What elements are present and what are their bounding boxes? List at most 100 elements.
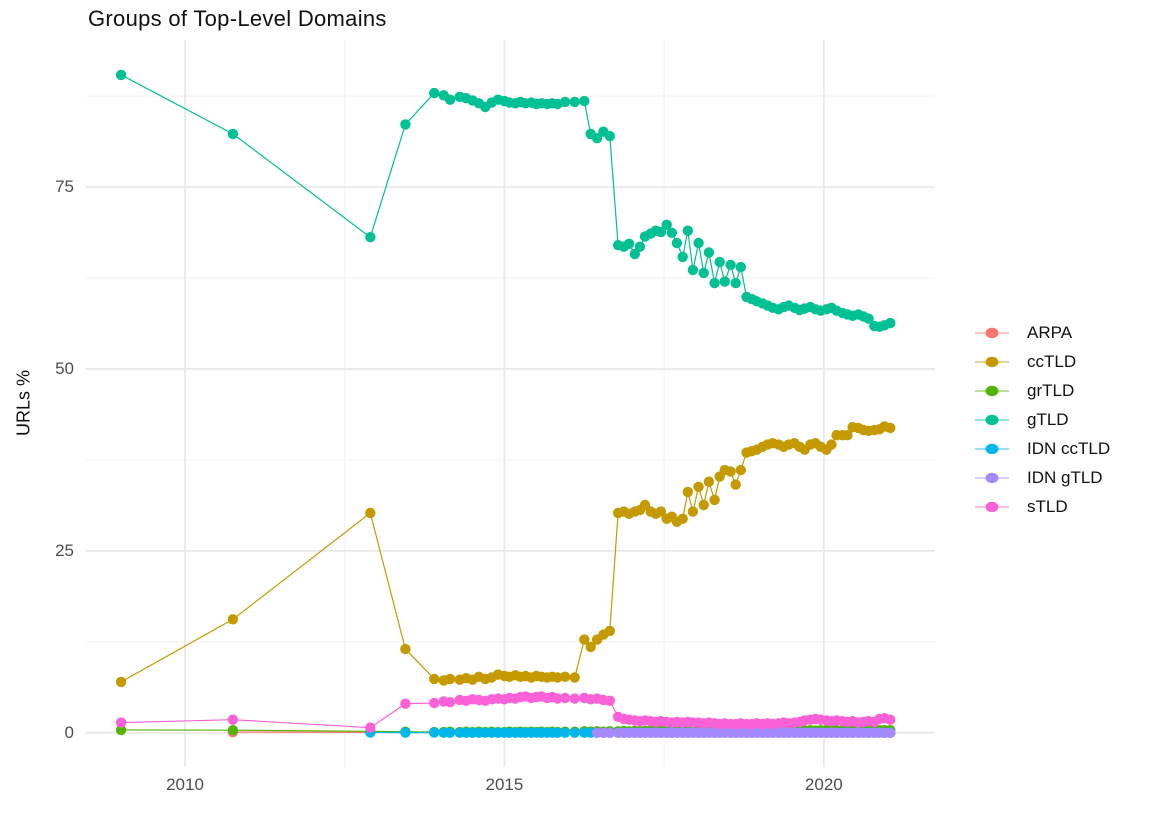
data-point — [585, 641, 596, 653]
data-point — [735, 261, 746, 273]
legend-item-gtld: gTLD — [974, 405, 1110, 434]
data-point — [227, 714, 239, 725]
legend-label: IDN ccTLD — [1027, 438, 1111, 458]
series-idn-gtld — [591, 727, 896, 738]
data-point — [666, 227, 677, 238]
data-point — [591, 133, 603, 144]
series-stld — [115, 691, 896, 733]
data-point — [863, 313, 874, 324]
data-point — [885, 422, 896, 434]
legend-key-idn-cctld-icon — [975, 443, 1009, 454]
x-tick-label: 2015 — [485, 775, 524, 794]
series-arpa — [227, 726, 376, 738]
data-point — [569, 672, 580, 683]
data-point — [400, 698, 411, 709]
data-point — [559, 692, 571, 704]
data-point — [687, 264, 699, 276]
data-point — [227, 128, 239, 140]
data-point — [623, 238, 635, 249]
data-point — [735, 464, 746, 476]
data-point — [400, 643, 411, 655]
legend-label: gTLD — [1027, 409, 1069, 429]
series-cctld — [115, 421, 896, 688]
data-point — [885, 317, 896, 329]
data-point — [885, 727, 896, 738]
data-point — [444, 697, 456, 708]
data-point — [569, 96, 580, 108]
legend-key-arpa-icon — [975, 327, 1009, 338]
data-point — [709, 277, 720, 289]
legend-key-cctld-icon — [975, 356, 1009, 367]
data-point — [703, 476, 715, 487]
legend-label: ARPA — [1027, 322, 1073, 342]
data-point — [604, 625, 615, 637]
data-point — [655, 226, 667, 238]
data-point — [569, 693, 580, 704]
legend-key-stld-icon — [975, 501, 1009, 512]
data-point — [677, 251, 688, 263]
data-point — [444, 94, 456, 105]
data-point — [552, 672, 563, 683]
data-point — [429, 673, 440, 685]
legend-label: grTLD — [1027, 380, 1075, 400]
legend-item-arpa: ARPA — [974, 318, 1110, 347]
data-point — [725, 466, 736, 477]
data-point — [552, 693, 563, 704]
data-point — [400, 119, 411, 130]
y-axis-tick-labels: 0 25 50 75 — [0, 0, 74, 827]
data-point — [559, 671, 571, 682]
legend-item-stld: sTLD — [974, 492, 1110, 521]
data-point — [709, 494, 720, 506]
data-point — [730, 277, 741, 289]
data-point — [227, 725, 239, 736]
grid-major — [86, 40, 935, 767]
data-point — [429, 697, 440, 709]
data-point — [671, 237, 683, 249]
data-point — [698, 267, 709, 279]
x-tick-label: 2020 — [804, 775, 843, 794]
data-point — [400, 727, 411, 738]
data-point — [682, 486, 693, 498]
data-point — [698, 499, 709, 511]
legend-item-idn-cctld: IDN ccTLD — [974, 434, 1110, 463]
data-point — [429, 727, 440, 738]
data-point — [579, 95, 590, 107]
data-point — [629, 248, 640, 260]
data-point — [115, 717, 127, 728]
data-point — [714, 256, 725, 268]
series-gtld — [115, 69, 896, 332]
legend-item-idn-gtld: IDN gTLD — [974, 463, 1110, 492]
data-point — [365, 232, 376, 243]
data-point — [826, 439, 837, 450]
data-point — [719, 276, 730, 287]
data-point — [655, 506, 667, 517]
data-point — [429, 87, 440, 99]
data-point — [444, 673, 456, 685]
legend-label: ccTLD — [1027, 351, 1077, 371]
data-point — [569, 727, 580, 738]
data-point — [444, 727, 456, 738]
data-point — [604, 130, 615, 142]
data-point — [115, 676, 127, 688]
legend: ARPA ccTLD grTLD gTLD IDN ccTLD IDN gTLD sTLD — [974, 318, 1110, 521]
data-point — [579, 634, 590, 645]
data-point — [227, 614, 239, 625]
data-point — [661, 219, 672, 230]
legend-key-gtld-icon — [975, 414, 1009, 425]
legend-key-idn-gtld-icon — [975, 472, 1009, 483]
legend-item-grtld: grTLD — [974, 376, 1110, 405]
x-axis-tick-labels: 2010 2015 2020 — [0, 775, 1164, 805]
data-point — [885, 714, 896, 725]
legend-label: sTLD — [1027, 496, 1068, 516]
x-tick-label: 2010 — [166, 775, 204, 794]
data-point — [703, 247, 715, 258]
data-point — [634, 241, 646, 252]
y-tick-label: 25 — [55, 540, 74, 560]
data-point — [682, 225, 693, 236]
data-point — [725, 259, 736, 271]
y-tick-label: 0 — [64, 722, 74, 742]
data-point — [687, 506, 699, 517]
data-point — [365, 507, 376, 519]
